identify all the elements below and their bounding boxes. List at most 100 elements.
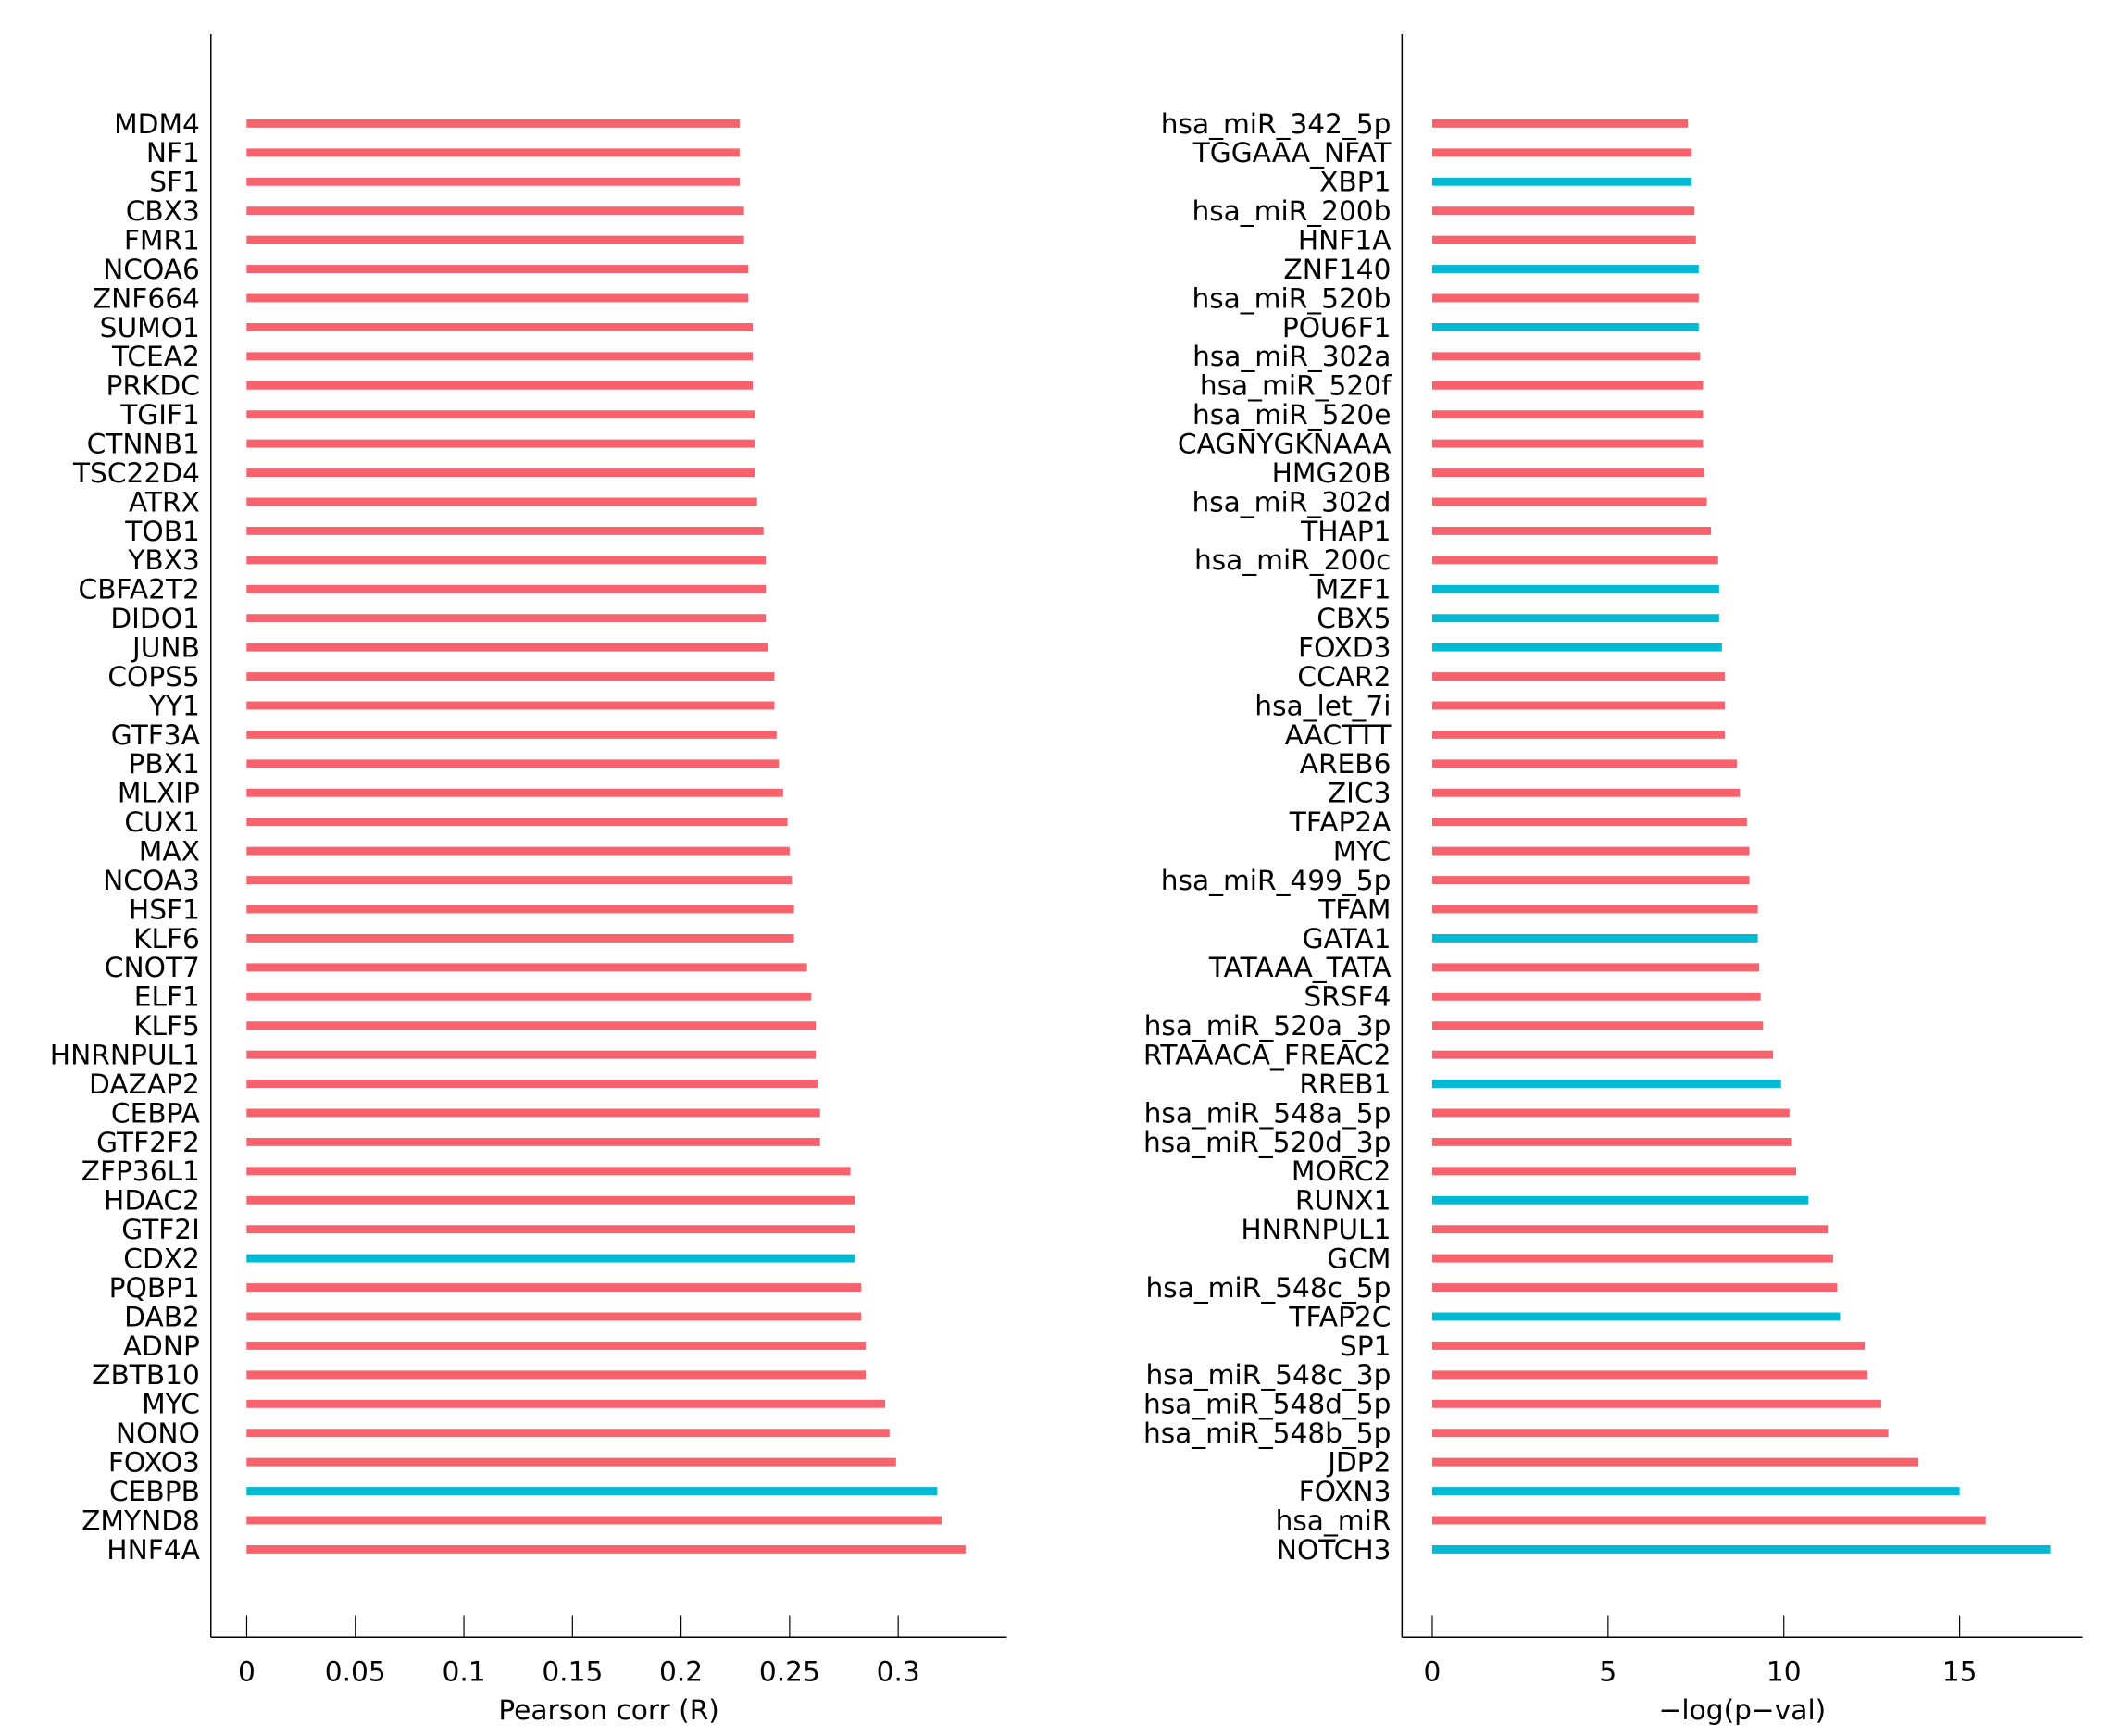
bar (1431, 322, 1699, 331)
category-label: MORC2 (1292, 1155, 1392, 1187)
bar (1431, 352, 1701, 361)
bar (246, 1457, 896, 1467)
category-label: MDM4 (114, 107, 200, 140)
category-label: hsa_miR_200c (1194, 543, 1391, 576)
category-label: RREB1 (1299, 1068, 1391, 1100)
category-label: GTF2I (121, 1213, 200, 1245)
bar (246, 1399, 886, 1408)
category-label: ZIC3 (1328, 777, 1392, 809)
bar (246, 1516, 942, 1525)
bar (246, 643, 768, 652)
category-label: MLXIP (118, 777, 200, 809)
bar (246, 846, 790, 856)
bar (1431, 1283, 1838, 1293)
bar (246, 497, 757, 506)
category-label: NF1 (146, 136, 200, 169)
category-label: GTF3A (111, 718, 201, 751)
bar (1431, 963, 1760, 972)
bar (246, 526, 764, 535)
category-label: hsa_miR_499_5p (1161, 864, 1392, 896)
category-label: MAX (139, 834, 200, 867)
category-label: KLF5 (133, 1009, 200, 1042)
bar (1431, 759, 1738, 768)
category-label: ZFP36L1 (81, 1155, 200, 1187)
bar (246, 235, 744, 244)
category-label: YBX3 (127, 543, 200, 576)
category-label: CCAR2 (1297, 660, 1391, 693)
category-label: SRSF4 (1304, 980, 1391, 1013)
bar (1431, 148, 1692, 157)
bar (246, 468, 755, 477)
bar (246, 672, 775, 681)
category-label: PQBP1 (109, 1271, 200, 1304)
category-label: CTNNB1 (87, 427, 200, 459)
category-label: FMR1 (124, 223, 200, 256)
category-label: CAGNYGKNAAA (1178, 427, 1392, 459)
category-label: JUNB (131, 631, 200, 663)
bar (1431, 439, 1704, 448)
bar (246, 119, 740, 128)
bar (1431, 1370, 1868, 1380)
category-label: SUMO1 (100, 311, 200, 343)
bar (1431, 1487, 1960, 1496)
bar (1431, 1137, 1792, 1146)
x-tick-label: 0.05 (325, 1655, 386, 1688)
bar (1431, 497, 1707, 506)
bar (246, 1283, 862, 1293)
category-label: HDAC2 (104, 1184, 200, 1217)
bar (246, 963, 807, 972)
category-label: ZNF664 (93, 281, 200, 314)
category-label: FOXD3 (1298, 631, 1391, 663)
bar (1431, 1080, 1781, 1089)
category-label: hsa_let_7i (1254, 689, 1391, 721)
bar (246, 410, 755, 419)
category-label: DAB2 (124, 1300, 200, 1332)
x-tick-label: 10 (1766, 1655, 1802, 1688)
category-label: COPS5 (107, 660, 200, 693)
category-label: SF1 (149, 166, 200, 198)
bar (246, 556, 767, 565)
category-label: CDX2 (123, 1243, 200, 1275)
bar (246, 1195, 855, 1205)
x-tick-label: 0.2 (659, 1655, 703, 1688)
category-label: NONO (116, 1417, 200, 1449)
category-label: ADNP (123, 1330, 200, 1362)
bar (246, 1429, 890, 1438)
bar (1431, 933, 1758, 943)
bar (246, 1544, 966, 1554)
bar (246, 1312, 862, 1321)
category-label: CEBPB (109, 1475, 200, 1507)
bar (1431, 235, 1696, 244)
x-tick-label: 5 (1599, 1655, 1616, 1688)
category-label: TFAP2A (1289, 806, 1392, 838)
category-label: TGIF1 (119, 398, 200, 431)
bar (1431, 1195, 1809, 1205)
bar (246, 905, 794, 914)
bar (1431, 1457, 1919, 1467)
category-label: DIDO1 (110, 602, 200, 634)
bar (246, 730, 777, 739)
category-label: hsa_miR_520d_3p (1143, 1126, 1391, 1158)
bar (1431, 1050, 1773, 1059)
category-label: AREB6 (1300, 747, 1392, 780)
category-label: NCOA3 (103, 864, 200, 896)
category-label: RTAAACA_FREAC2 (1143, 1039, 1392, 1071)
category-label: TGGAAA_NFAT (1192, 136, 1392, 169)
bar (1431, 846, 1750, 856)
bar (246, 1487, 938, 1496)
bar (1431, 1544, 2051, 1554)
category-label: TCEA2 (111, 340, 200, 372)
category-label: MYC (142, 1388, 200, 1420)
x-axis-title: Pearson corr (R) (498, 1693, 718, 1726)
category-label: PBX1 (129, 747, 200, 780)
category-label: hsa_miR_548a_5p (1144, 1096, 1392, 1129)
category-label: hsa_miR_548c_5p (1146, 1271, 1392, 1304)
bar (1431, 614, 1719, 623)
category-label: hsa_miR_302d (1192, 485, 1391, 518)
bar (246, 439, 755, 448)
category-label: ATRX (129, 485, 200, 518)
bar (246, 992, 812, 1001)
category-label: DAZAP2 (89, 1068, 200, 1100)
category-label: hsa_miR_520f (1200, 369, 1392, 402)
bar (246, 148, 740, 157)
